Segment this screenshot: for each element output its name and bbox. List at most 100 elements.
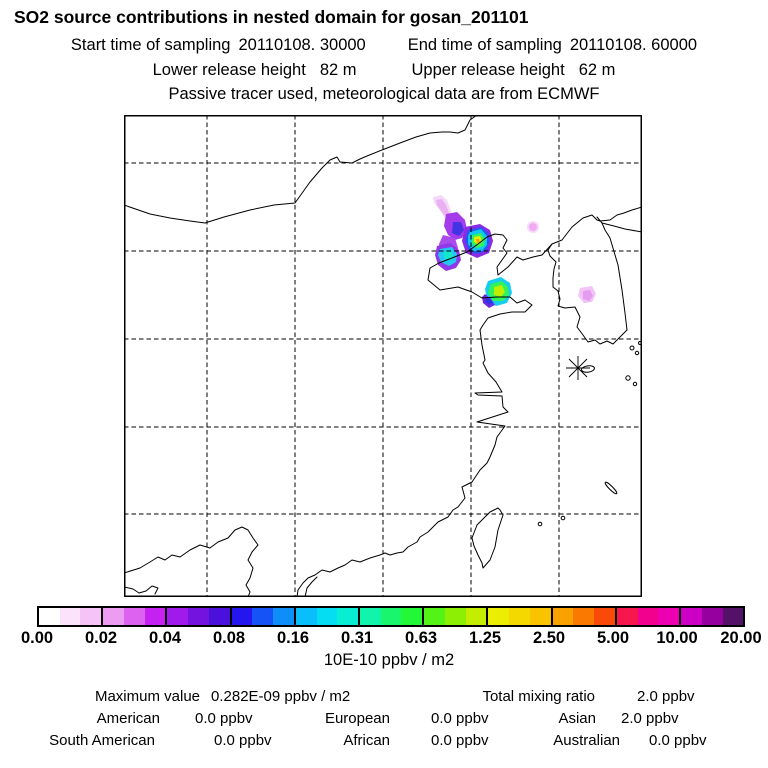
region-value-australian: 0.0 ppbv <box>649 732 707 749</box>
coastline-korea-east-branch <box>601 222 643 233</box>
region-label-american: American <box>96 710 160 727</box>
colorbar-cell <box>679 608 702 625</box>
colorbar-cell <box>401 608 423 625</box>
plume-shandong-dark-sliver <box>485 297 493 305</box>
colorbar-cell <box>229 608 253 625</box>
colorbar-tick: 0.16 <box>276 629 310 647</box>
colorbar <box>37 606 745 627</box>
colorbar-cell <box>444 608 466 625</box>
colorbar-cell <box>637 608 659 625</box>
coastline-north-border <box>123 114 478 224</box>
colorbar-tick: 0.04 <box>148 629 182 647</box>
colorbar-cell <box>252 608 274 625</box>
colorbar-cell <box>39 608 60 625</box>
colorbar-ticks: 0.00 0.02 0.04 0.08 0.16 0.31 0.63 1.25 2.50 5.00… <box>21 629 762 647</box>
island-okinawa <box>604 481 618 495</box>
plume-korea-patch-core <box>583 290 593 301</box>
region-value-american: 0.0 ppbv <box>195 710 253 727</box>
upper-release-value: 62 m <box>578 61 616 79</box>
sampling-times-row: Start time of sampling 20110108. 30000 E… <box>0 36 768 55</box>
colorbar-cell <box>465 608 487 625</box>
island-dot-1 <box>629 345 635 351</box>
colorbar-tick: 0.08 <box>212 629 246 647</box>
colorbar-cell <box>486 608 510 625</box>
colorbar-cell <box>316 608 338 625</box>
region-label-asian: Asian <box>558 710 596 727</box>
upper-release-group: Upper release height 62 m <box>412 61 616 80</box>
coastline-southwest <box>123 585 159 595</box>
start-time-group: Start time of sampling 20110108. 30000 <box>71 36 366 55</box>
colorbar-tick: 20.00 <box>720 629 762 647</box>
island-dot-7 <box>560 515 566 521</box>
colorbar-cell <box>550 608 574 625</box>
colorbar-tick: 0.02 <box>84 629 118 647</box>
end-time-value: 20110108. 60000 <box>569 36 698 54</box>
tracer-note: Passive tracer used, meteorological data… <box>168 85 600 103</box>
colorbar-cell <box>273 608 294 625</box>
colorbar-tick: 5.00 <box>596 629 630 647</box>
island-dot-4 <box>632 381 638 387</box>
receptor-star-marker <box>566 356 590 380</box>
colorbar-cell <box>293 608 317 625</box>
total-mixing-ratio-value: 2.0 ppbv <box>637 688 695 705</box>
colorbar-cell <box>101 608 124 625</box>
region-label-european: European <box>324 710 390 727</box>
region-label-south-american: South American <box>49 732 155 749</box>
lower-release-group: Lower release height 82 m <box>153 61 357 80</box>
region-label-african: African <box>343 732 390 749</box>
max-value: 0.282E-09 ppbv / m2 <box>211 688 351 705</box>
release-heights-row: Lower release height 82 m Upper release … <box>0 61 768 80</box>
coastline-russia-korea <box>547 206 643 345</box>
lower-release-label: Lower release height <box>152 61 306 79</box>
colorbar-cell <box>380 608 402 625</box>
plume-faint-dot <box>529 223 537 231</box>
region-value-european: 0.0 ppbv <box>431 710 489 727</box>
colorbar-cell <box>144 608 166 625</box>
colorbar-cell <box>722 608 744 625</box>
colorbar-tick: 2.50 <box>532 629 566 647</box>
start-time-label: Start time of sampling <box>70 36 231 54</box>
region-value-south-american: 0.0 ppbv <box>214 732 272 749</box>
map-frame <box>124 115 642 597</box>
colorbar-cell <box>59 608 81 625</box>
colorbar-cell <box>529 608 551 625</box>
colorbar-cell <box>701 608 723 625</box>
coastline-china <box>296 233 553 598</box>
coastline-tonkin <box>304 576 318 598</box>
colorbar-cell <box>337 608 359 625</box>
colorbar-tick: 10.00 <box>656 629 698 647</box>
island-dot-3 <box>625 375 631 381</box>
region-value-african: 0.0 ppbv <box>431 732 489 749</box>
lower-release-value: 82 m <box>319 61 357 79</box>
end-time-label: End time of sampling <box>407 36 562 54</box>
colorbar-cell <box>208 608 230 625</box>
plume-shandong-center <box>494 285 505 297</box>
island-dot-6 <box>537 521 543 527</box>
total-mixing-ratio-label: Total mixing ratio <box>482 688 595 705</box>
upper-release-label: Upper release height <box>411 61 565 79</box>
region-value-asian: 2.0 ppbv <box>621 710 679 727</box>
colorbar-cell <box>80 608 102 625</box>
colorbar-cell <box>573 608 595 625</box>
colorbar-cell <box>422 608 445 625</box>
colorbar-unit: 10E-10 ppbv / m2 <box>323 651 455 669</box>
island-taiwan <box>471 507 504 569</box>
colorbar-cell <box>188 608 209 625</box>
page-title: SO2 source contributions in nested domai… <box>14 7 529 27</box>
colorbar-cell <box>123 608 145 625</box>
colorbar-tick: 0.31 <box>340 629 374 647</box>
colorbar-tick: 0.63 <box>404 629 438 647</box>
end-time-group: End time of sampling 20110108. 60000 <box>408 36 697 55</box>
plume-main-orange-core <box>476 239 480 243</box>
map-panel <box>123 114 643 598</box>
colorbar-tick: 1.25 <box>468 629 502 647</box>
tracer-note-row: Passive tracer used, meteorological data… <box>0 85 768 104</box>
start-time-value: 20110108. 30000 <box>238 36 366 54</box>
graticule <box>124 115 642 597</box>
plume-indigo-core <box>452 222 464 236</box>
border-vietnam <box>123 526 259 598</box>
region-label-australian: Australian <box>553 732 620 749</box>
plume-pale-streak-core <box>436 199 449 217</box>
colorbar-cell <box>358 608 381 625</box>
